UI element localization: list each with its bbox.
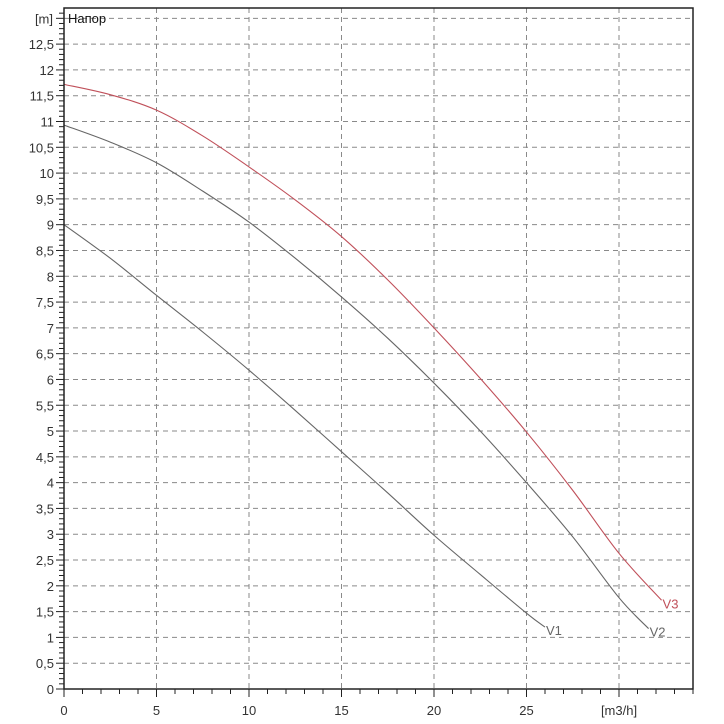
x-tick-label: 15: [334, 703, 348, 718]
y-tick-label: 4,5: [36, 450, 54, 465]
y-tick-label: 0: [47, 682, 54, 697]
curve-label-v3: V3: [663, 596, 679, 611]
x-tick-label: 20: [427, 703, 441, 718]
y-tick-label: 5,5: [36, 398, 54, 413]
grid-lines: [64, 8, 693, 689]
y-tick-label: 9: [47, 218, 54, 233]
y-tick-label: 4: [47, 476, 54, 491]
x-axis-unit-label: [m3/h]: [601, 703, 637, 718]
y-tick-label: 6: [47, 372, 54, 387]
curve-label-v1: V1: [546, 623, 562, 638]
axes: [63, 7, 694, 690]
y-tick-label: 7: [47, 321, 54, 336]
x-tick-label: 5: [153, 703, 160, 718]
x-tick-label: 10: [242, 703, 256, 718]
y-tick-label: 9,5: [36, 192, 54, 207]
y-tick-label: 8: [47, 269, 54, 284]
y-tick-label: 5: [47, 424, 54, 439]
x-tick-label: 25: [519, 703, 533, 718]
y-tick-label: 7,5: [36, 295, 54, 310]
y-tick-label: 8,5: [36, 243, 54, 258]
plot-frame: [63, 7, 694, 690]
y-tick-label: 12: [40, 63, 54, 78]
performance-curves: [63, 83, 662, 630]
y-tick-label: 3,5: [36, 501, 54, 516]
y-tick-label: 1: [47, 630, 54, 645]
curve-v1: [63, 224, 546, 628]
x-tick-label: 0: [60, 703, 67, 718]
y-tick-label: 11: [41, 115, 55, 130]
curve-v3: [63, 83, 662, 601]
y-tick-label: 11,5: [30, 89, 54, 104]
y-tick-label: 12,5: [29, 37, 54, 52]
curve-labels: V1 V2 V3: [546, 596, 678, 639]
chart-title: Напор: [68, 11, 106, 26]
y-tick-label: 0,5: [36, 656, 54, 671]
curve-label-v2: V2: [650, 625, 666, 640]
y-tick-label: 6,5: [36, 347, 54, 362]
y-tick-label: 2: [47, 579, 54, 594]
y-tick-label: 1,5: [36, 605, 54, 620]
tick-marks: [56, 12, 694, 697]
curve-v2: [63, 124, 649, 630]
y-tick-label: 3: [47, 527, 54, 542]
y-tick-label: 10: [40, 166, 54, 181]
y-tick-label: 2,5: [36, 553, 54, 568]
y-tick-label: 10,5: [29, 140, 54, 155]
y-axis-unit-label: [m]: [35, 11, 53, 26]
tick-labels: 00,511,522,533,544,555,566,577,588,599,5…: [29, 37, 534, 718]
